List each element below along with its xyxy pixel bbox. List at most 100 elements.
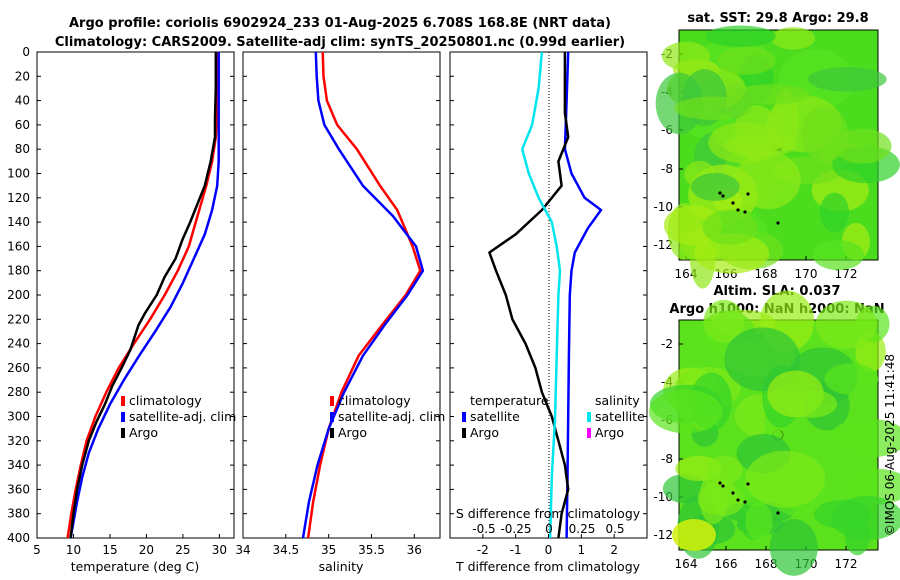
sla-title-1: Altim. SLA: 0.037 <box>714 284 841 299</box>
island-marker <box>731 201 735 205</box>
legend-argo: Argo <box>338 425 367 440</box>
map-color-patch <box>672 519 716 551</box>
t-difference-xlabel: T difference from climatology <box>455 559 641 574</box>
sst-title: sat. SST: 29.8 Argo: 29.8 <box>687 11 868 26</box>
map-color-patch <box>735 151 801 210</box>
map-color-patch <box>815 300 877 349</box>
temperature-legend: climatology satellite-adj. clim Argo <box>121 393 236 440</box>
island-marker <box>776 511 780 515</box>
depth-tick-label: 240 <box>7 337 30 351</box>
lon-tick-label: 166 <box>715 557 738 571</box>
s-tick-label: -0.25 <box>500 522 531 536</box>
x-tick-label: 35.5 <box>358 543 385 557</box>
island-marker <box>731 491 735 495</box>
x-tick-label: 30 <box>212 543 227 557</box>
depth-tick-label: 280 <box>7 385 30 399</box>
x-tick-label: 20 <box>139 543 154 557</box>
depth-tick-label: 360 <box>7 482 30 496</box>
map-color-patch <box>694 233 770 274</box>
depth-tick-label: 80 <box>15 142 30 156</box>
x-tick-label: 0 <box>545 543 553 557</box>
lon-tick-label: 172 <box>835 557 858 571</box>
depth-tick-label: 20 <box>15 69 30 83</box>
island-marker <box>776 221 780 225</box>
legend-s-satellite: satellite <box>595 409 645 424</box>
map-color-patch <box>841 468 900 505</box>
lat-tick-label: -2 <box>661 337 673 351</box>
depth-tick-label: 260 <box>7 361 30 375</box>
x-tick-label: 15 <box>102 543 117 557</box>
legend-swatch-t-sat <box>462 412 466 422</box>
temperature-frame <box>36 51 235 539</box>
salinity-frame <box>242 51 441 539</box>
s-tick-label: 0 <box>545 522 553 536</box>
island-marker <box>718 481 722 485</box>
lat-tick-label: -8 <box>661 162 673 176</box>
map-color-patch <box>745 502 773 541</box>
map-color-patch <box>808 67 887 92</box>
depth-tick-label: 140 <box>7 215 30 229</box>
s-tick-label: 0.5 <box>605 522 624 536</box>
depth-tick-label: 200 <box>7 288 30 302</box>
x-tick-label: 25 <box>175 543 190 557</box>
lat-tick-label: -8 <box>661 452 673 466</box>
island-marker <box>743 210 747 214</box>
title-line-1: Argo profile: coriolis 6902924_233 01-Au… <box>69 16 611 31</box>
depth-tick-label: 40 <box>15 94 30 108</box>
salinity-xlabel: salinity <box>319 559 364 574</box>
depth-tick-label: 100 <box>7 167 30 181</box>
series-t-satellite <box>563 51 603 539</box>
title-line-2: Climatology: CARS2009. Satellite-adj cli… <box>55 35 625 50</box>
depth-tick-label: 160 <box>7 239 30 253</box>
legend-sat: satellite-adj. clim <box>129 409 236 424</box>
x-tick-label: 10 <box>66 543 81 557</box>
map-color-patch <box>661 41 711 71</box>
legend-s-argo: Argo <box>595 425 624 440</box>
legend-swatch-sat <box>330 412 334 422</box>
map-color-patch <box>673 96 753 120</box>
map-color-patch <box>828 418 900 458</box>
legend-swatch-argo <box>121 428 125 438</box>
depth-axis: 0 20 40 60 80 100 120 140 160 180 200 220 240 260 280 3… <box>7 45 647 545</box>
depth-tick-label: 320 <box>7 434 30 448</box>
island-marker <box>736 208 740 212</box>
depth-tick-label: 120 <box>7 191 30 205</box>
x-tick-label: 34 <box>235 543 250 557</box>
depth-tick-label: 400 <box>7 531 30 545</box>
map-color-patch <box>731 84 810 105</box>
series-climatology <box>66 51 220 539</box>
x-tick-label: 1 <box>578 543 586 557</box>
salinity-panel: 34 34.5 35 35.5 36 salinity climatology sate… <box>235 51 445 574</box>
island-marker <box>743 500 747 504</box>
legend-clim: climatology <box>129 393 202 408</box>
legend-t-satellite: satellite <box>470 409 520 424</box>
x-tick-label: -2 <box>477 543 489 557</box>
temperature-panel: 5 10 15 20 25 30 temperature (deg C) climatol… <box>33 51 236 574</box>
difference-legend-t: temperature satellite Argo <box>462 393 549 440</box>
map-color-patch <box>831 496 900 541</box>
x-tick-label: -1 <box>510 543 522 557</box>
map-color-patch <box>724 134 796 157</box>
map-color-patch <box>745 450 826 508</box>
island-marker <box>721 194 725 198</box>
lat-tick-label: -10 <box>653 200 673 214</box>
map-color-patch <box>699 472 728 525</box>
x-tick-label: 36 <box>407 543 422 557</box>
map-color-patch <box>812 240 865 271</box>
timestamp: ©IMOS 06-Aug-2025 11:41:48 <box>883 354 897 536</box>
lon-tick-label: 168 <box>755 267 778 281</box>
lat-tick-label: -12 <box>653 238 673 252</box>
depth-tick-label: 180 <box>7 264 30 278</box>
series-argo <box>69 52 218 539</box>
legend-clim: climatology <box>338 393 411 408</box>
map-color-patch <box>769 519 818 576</box>
island-marker <box>746 192 750 196</box>
map-color-patch <box>690 172 740 201</box>
depth-tick-label: 220 <box>7 312 30 326</box>
map-color-patch <box>801 105 848 163</box>
x-tick-label: 2 <box>610 543 618 557</box>
salinity-legend: climatology satellite-adj. clim Argo <box>330 393 445 440</box>
